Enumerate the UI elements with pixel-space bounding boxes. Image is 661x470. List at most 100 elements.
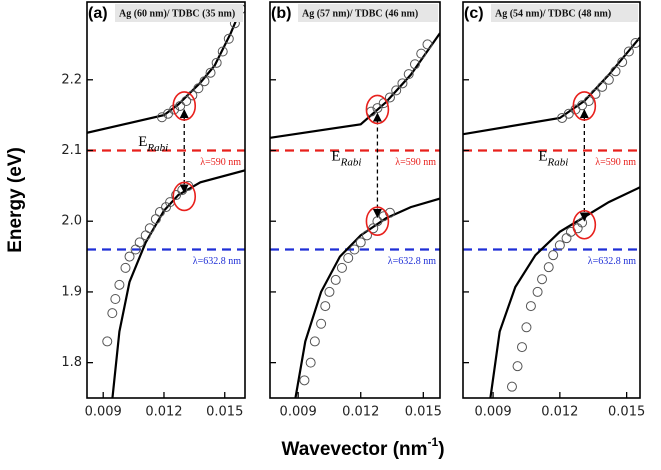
panel-title: Ag (60 nm)/ TDBC (35 nm) [119, 8, 235, 19]
anticrossing-circle [365, 94, 390, 125]
x-axis-label-tail: ) [438, 439, 444, 460]
title-box [115, 4, 243, 22]
x-tick-label: 0.015 [608, 405, 645, 420]
panel-title: Ag (54 nm)/ TDBC (48 nm) [495, 8, 611, 19]
data-point [187, 90, 198, 101]
reference-label: λ=632.8 nm [193, 256, 241, 267]
data-point [181, 96, 192, 106]
data-point [543, 262, 554, 273]
x-tick-label: 0.015 [405, 405, 442, 420]
plot-area [270, 32, 440, 398]
panel: λ=590 nm λ=632.8 nm ERabi 0.009 0.012 0.015 Ag… [462, 1, 645, 420]
panel-label: (a) [88, 5, 108, 22]
data-point [309, 336, 320, 347]
data-point [120, 262, 131, 273]
data-point [102, 336, 113, 347]
data-point [603, 74, 614, 85]
title-box [491, 4, 638, 22]
anticrossing-circle [572, 209, 597, 240]
title-box [298, 4, 438, 22]
data-point [537, 274, 548, 285]
reference-label: λ=632.8 nm [388, 256, 436, 267]
curve [463, 36, 640, 136]
data-point [403, 69, 414, 80]
data-point [397, 78, 408, 89]
y-tick-label: 2.1 [61, 143, 82, 158]
curve [294, 197, 440, 398]
data-point [156, 112, 167, 123]
data-point [506, 381, 517, 392]
data-point [169, 104, 180, 115]
data-point [305, 357, 316, 368]
x-tick-label: 0.015 [206, 405, 243, 420]
rabi-label-base: E [331, 149, 340, 165]
data-point [324, 286, 335, 297]
reference-label: λ=590 nm [595, 157, 636, 168]
data-point [144, 223, 155, 234]
rabi-label: ERabi [538, 149, 568, 168]
data-point [391, 85, 402, 96]
data-point [107, 308, 118, 319]
data-point [525, 301, 536, 312]
data-point [617, 57, 628, 68]
x-axis-label: Wavevector (nm-1) [281, 435, 444, 460]
anticrossing-circle [365, 206, 390, 237]
x-tick-label: 0.009 [280, 405, 317, 420]
data-point [416, 48, 427, 59]
panel-title: Ag (57 nm)/ TDBC (46 nm) [302, 8, 418, 19]
data-point [336, 262, 347, 273]
reference-label: λ=590 nm [395, 157, 436, 168]
plot-area [87, 4, 245, 398]
reference-label: λ=632.8 nm [588, 256, 636, 267]
rabi-label: ERabi [138, 135, 168, 154]
data-point [320, 301, 331, 312]
data-point [299, 375, 310, 386]
plot-area [463, 36, 640, 398]
data-point [211, 57, 222, 68]
rabi-label-sub: Rabi [340, 156, 362, 168]
data-point [372, 103, 383, 114]
data-point [409, 59, 420, 70]
data-point [223, 33, 234, 44]
curve [489, 186, 640, 398]
anticrossing-circle [172, 91, 197, 121]
data-point [361, 230, 372, 241]
x-tick-label: 0.012 [145, 405, 182, 420]
plot-frame [462, 1, 641, 399]
data-point [124, 251, 135, 262]
x-tick-label: 0.009 [474, 405, 511, 420]
data-point [422, 39, 433, 50]
anticrossing-circle [172, 181, 197, 212]
data-point [597, 81, 608, 92]
data-point [583, 96, 594, 106]
data-point [193, 83, 204, 94]
data-point [343, 252, 354, 263]
plot-frame [86, 1, 246, 399]
data-point [355, 237, 366, 248]
curve [270, 32, 440, 139]
panel: λ=590 nm λ=632.8 nm ERabi 0.009 0.012 0.015 1.… [61, 1, 246, 420]
y-axis-label: Energy (eV) [5, 147, 26, 253]
data-point [110, 294, 121, 304]
data-point [610, 66, 621, 77]
y-tick-label: 2.0 [61, 214, 82, 229]
data-point [521, 322, 532, 333]
rabi-label-sub: Rabi [146, 142, 168, 154]
y-tick-label: 1.9 [61, 284, 82, 299]
curve [111, 169, 245, 398]
data-point [154, 207, 165, 218]
data-point [171, 190, 182, 201]
data-point [199, 76, 210, 87]
rabi-label-base: E [538, 149, 547, 165]
rabi-label-base: E [138, 135, 147, 151]
data-point [205, 67, 216, 78]
y-tick-label: 1.8 [61, 355, 82, 370]
data-point [217, 46, 228, 57]
data-point [384, 92, 395, 103]
x-axis-label-sup: -1 [428, 435, 439, 449]
data-point [561, 233, 572, 244]
panel-label: (c) [464, 5, 484, 22]
x-axis-label-main: Wavevector (nm [281, 439, 427, 460]
panel: λ=590 nm λ=632.8 nm ERabi 0.009 0.012 0.015 Ag… [269, 1, 442, 420]
data-point [532, 286, 543, 297]
